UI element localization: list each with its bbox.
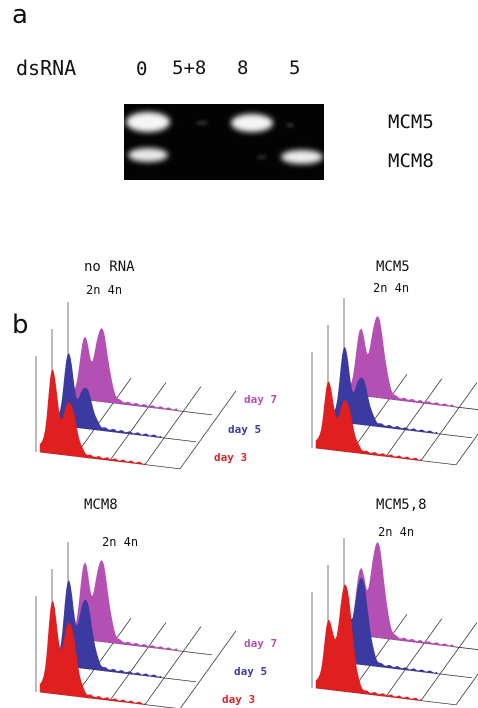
mcm8-depth-line-1 — [74, 617, 132, 697]
lane-label-8: 8 — [237, 57, 249, 79]
no-rna-depth-line-4 — [179, 390, 237, 470]
gel-image — [124, 104, 324, 180]
mcm5-8-depth-line-1 — [350, 613, 408, 693]
lane-label-0: 0 — [136, 58, 148, 80]
no-rna-histogram-day7 — [71, 328, 178, 411]
mcm5-histogram-day5 — [331, 347, 438, 434]
hist-title-mcm5: MCM5 — [376, 259, 410, 275]
mcm5-histogram-day3 — [315, 381, 422, 461]
panel-letter-b: b — [12, 310, 29, 340]
mcm8-histogram-day3 — [39, 601, 146, 705]
band-lane8-mcm5 — [231, 114, 273, 132]
mcm8-histogram-day7 — [71, 560, 178, 651]
dsrna-label: dsRNA — [16, 56, 77, 80]
no-rna-histogram-day5 — [55, 353, 162, 438]
band-lane5-mcm8 — [281, 150, 323, 164]
hist-title-mcm8: MCM8 — [84, 497, 118, 513]
mcm5-depth-line-4 — [455, 433, 478, 466]
mcm5-8-depth-line-2 — [385, 618, 443, 697]
mcm5-8-depth-line-3 — [420, 622, 478, 701]
day7-label-bottom: day 7 — [244, 637, 278, 650]
day3-label-top: day 3 — [214, 451, 248, 464]
mcm5-8-histogram-day3 — [315, 584, 422, 701]
mcm5-8-histogram-day7 — [347, 542, 454, 647]
mcm5-depth-line-2 — [385, 378, 443, 457]
mcm5-histogram-day7 — [347, 316, 454, 407]
lane-label-5-8: 5+8 — [172, 57, 207, 79]
hist-title-no-rna: no RNA — [84, 259, 135, 275]
mcm5-depth-line-3 — [420, 382, 478, 461]
hist-ploidy-mcm5-8: 2n 4n — [378, 525, 415, 539]
band-lane0-mcm8 — [128, 148, 168, 162]
mcm8-histogram-day5 — [55, 580, 162, 678]
hist-ploidy-no-rna: 2n 4n — [86, 283, 123, 297]
band-label-mcm5: MCM5 — [388, 111, 434, 133]
no-rna-depth-line-3 — [144, 386, 202, 465]
no-rna-depth-line-1 — [74, 377, 132, 457]
panel-letter-a: a — [12, 0, 28, 30]
hist-title-mcm5-8: MCM5,8 — [376, 497, 427, 513]
mcm8-depth-line-2 — [109, 622, 167, 701]
mcm8-depth-line-4 — [180, 630, 237, 708]
mcm5-depth-line-1 — [350, 373, 408, 453]
hist-ploidy-mcm5: 2n 4n — [373, 281, 410, 295]
band-label-mcm8: MCM8 — [388, 150, 434, 172]
hist-ploidy-mcm8: 2n 4n — [102, 535, 139, 549]
band-lane0-mcm5 — [126, 112, 170, 132]
day7-label-top: day 7 — [244, 393, 278, 406]
day3-label-bottom: day 3 — [222, 693, 256, 706]
mcm5-8-depth-line-4 — [455, 673, 478, 706]
no-rna-depth-line-2 — [109, 382, 167, 461]
lane-label-5: 5 — [289, 57, 301, 79]
mcm8-depth-line-3 — [144, 626, 202, 705]
day5-label-top: day 5 — [228, 423, 262, 436]
no-rna-histogram-day3 — [39, 369, 146, 465]
day5-label-bottom: day 5 — [234, 665, 268, 678]
